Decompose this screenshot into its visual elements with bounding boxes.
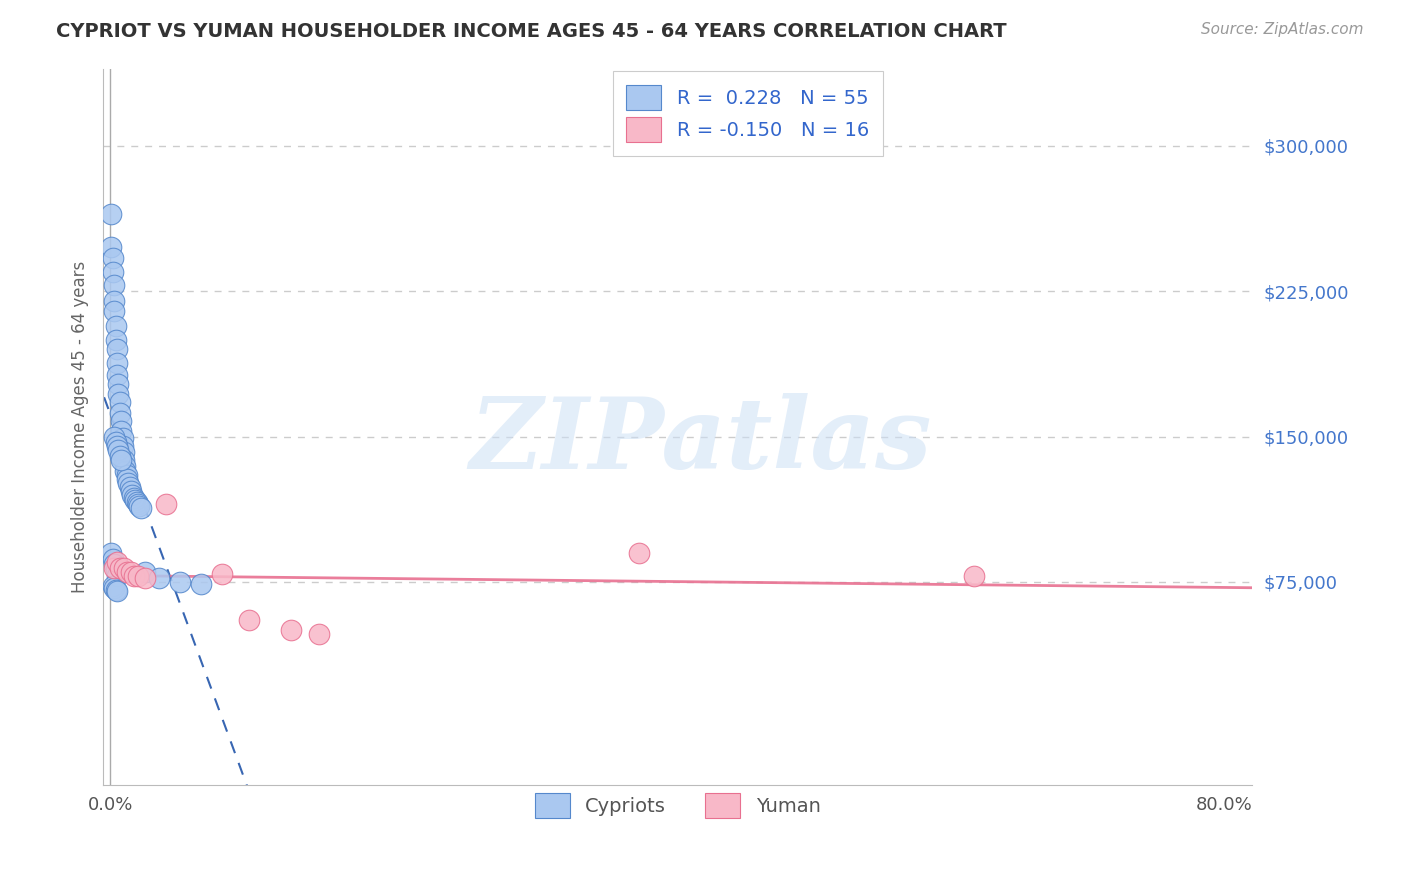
Point [122, 491, 145, 506]
Point [105, 555, 128, 569]
Point [134, 571, 156, 585]
Point [115, 468, 138, 483]
Point [121, 487, 143, 501]
Point [129, 501, 152, 516]
Point [101, 252, 124, 266]
Point [128, 500, 150, 514]
Point [190, 576, 212, 591]
Point [110, 452, 132, 467]
Point [134, 565, 156, 579]
Legend: Cypriots, Yuman: Cypriots, Yuman [527, 785, 828, 826]
Point [125, 495, 148, 509]
Point [100, 240, 122, 254]
Point [100, 546, 122, 560]
Point [108, 561, 131, 575]
Point [105, 343, 128, 357]
Point [103, 561, 125, 575]
Point [101, 579, 124, 593]
Point [110, 414, 132, 428]
Point [120, 565, 142, 579]
Point [111, 439, 134, 453]
Point [107, 443, 129, 458]
Point [101, 551, 124, 566]
Point [127, 569, 149, 583]
Point [628, 546, 651, 560]
Point [112, 561, 135, 575]
Point [115, 565, 138, 579]
Point [211, 567, 233, 582]
Point [112, 452, 135, 467]
Point [115, 472, 138, 486]
Point [103, 278, 125, 293]
Point [103, 293, 125, 308]
Y-axis label: Householder Income Ages 45 - 64 years: Householder Income Ages 45 - 64 years [72, 260, 89, 593]
Point [104, 319, 127, 334]
Point [103, 303, 125, 318]
Point [110, 424, 132, 438]
Point [105, 569, 128, 583]
Point [117, 475, 139, 490]
Point [108, 394, 131, 409]
Point [104, 333, 127, 347]
Point [103, 581, 125, 595]
Point [104, 435, 127, 450]
Point [114, 458, 136, 473]
Point [103, 558, 125, 572]
Text: ZIPatlas: ZIPatlas [470, 392, 932, 490]
Point [107, 387, 129, 401]
Point [104, 563, 127, 577]
Point [148, 571, 170, 585]
Point [108, 406, 131, 420]
Point [155, 497, 177, 511]
Point [101, 265, 124, 279]
Point [120, 483, 142, 498]
Text: CYPRIOT VS YUMAN HOUSEHOLDER INCOME AGES 45 - 64 YEARS CORRELATION CHART: CYPRIOT VS YUMAN HOUSEHOLDER INCOME AGES… [56, 22, 1007, 41]
Point [280, 623, 302, 637]
Point [114, 464, 136, 478]
Point [105, 356, 128, 370]
Text: Source: ZipAtlas.com: Source: ZipAtlas.com [1201, 22, 1364, 37]
Point [127, 497, 149, 511]
Point [112, 445, 135, 459]
Point [122, 569, 145, 583]
Point [103, 429, 125, 443]
Point [962, 569, 984, 583]
Point [124, 493, 146, 508]
Point [308, 627, 330, 641]
Point [105, 584, 128, 599]
Point [105, 439, 128, 453]
Point [108, 449, 131, 463]
Point [100, 207, 122, 221]
Point [111, 432, 134, 446]
Point [105, 368, 128, 382]
Point [107, 377, 129, 392]
Point [169, 574, 191, 589]
Point [118, 480, 141, 494]
Point [238, 614, 260, 628]
Point [104, 582, 127, 597]
